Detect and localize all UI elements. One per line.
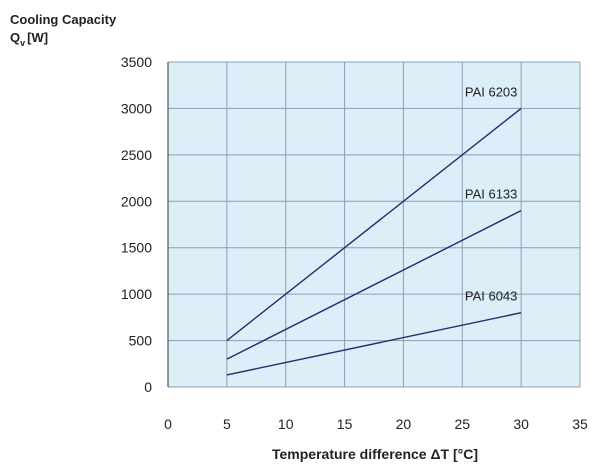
series-line [226, 209, 522, 360]
grid [168, 61, 581, 388]
y-axis-title: Cooling Capacity [10, 12, 117, 27]
series-label: PAI 6043 [465, 289, 518, 304]
x-tick-label: 5 [223, 416, 231, 432]
series-line [226, 312, 522, 376]
series-group: PAI 6203 PAI 6133 PAI 6043 [226, 84, 522, 376]
y-tick-label: 2500 [121, 147, 152, 163]
series-label: PAI 6133 [465, 187, 518, 202]
y-tick-label: 0 [144, 379, 152, 395]
y-axis-symbol: Qv [W] [10, 30, 48, 48]
y-tick-label: 2000 [121, 193, 152, 209]
x-tick-label: 10 [278, 416, 294, 432]
y-tick-label: 500 [129, 333, 153, 349]
y-ticks: 0 500 1000 1500 2000 2500 3000 3500 [121, 54, 152, 395]
y-axis-symbol-q: Q [10, 30, 20, 45]
y-tick-label: 1000 [121, 286, 152, 302]
x-tick-label: 30 [513, 416, 529, 432]
x-tick-label: 20 [396, 416, 412, 432]
x-tick-label: 0 [164, 416, 172, 432]
x-tick-label: 35 [572, 416, 588, 432]
series-line [226, 107, 522, 342]
x-tick-label: 15 [337, 416, 353, 432]
x-ticks: 0 5 10 15 20 25 30 35 [164, 416, 588, 432]
y-tick-label: 3500 [121, 54, 152, 70]
y-tick-label: 3000 [121, 100, 152, 116]
y-axis-unit: [W] [27, 30, 48, 45]
x-tick-label: 25 [454, 416, 470, 432]
x-axis-title: Temperature difference ΔT [°C] [272, 446, 478, 462]
series-label: PAI 6203 [465, 84, 518, 99]
y-axis-symbol-subscript: v [20, 38, 25, 48]
y-tick-label: 1500 [121, 240, 152, 256]
